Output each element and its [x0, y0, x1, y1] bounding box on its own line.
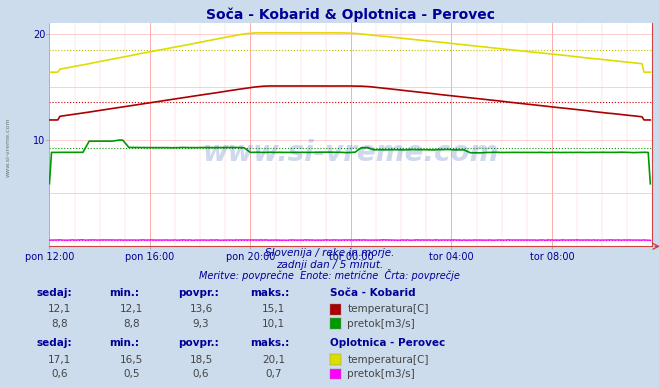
Text: min.:: min.:	[109, 288, 139, 298]
Text: sedaj:: sedaj:	[36, 338, 72, 348]
Text: 10,1: 10,1	[262, 319, 285, 329]
Text: www.si-vreme.com: www.si-vreme.com	[5, 118, 11, 177]
Text: 20,1: 20,1	[262, 355, 285, 365]
Text: 13,6: 13,6	[189, 304, 213, 314]
Text: maks.:: maks.:	[250, 338, 290, 348]
Text: 9,3: 9,3	[192, 319, 210, 329]
Text: min.:: min.:	[109, 338, 139, 348]
Text: povpr.:: povpr.:	[178, 288, 219, 298]
Text: 12,1: 12,1	[120, 304, 144, 314]
Text: zadnji dan / 5 minut.: zadnji dan / 5 minut.	[276, 260, 383, 270]
Text: 17,1: 17,1	[47, 355, 71, 365]
Text: 0,6: 0,6	[192, 369, 210, 379]
Text: 8,8: 8,8	[51, 319, 68, 329]
Text: temperatura[C]: temperatura[C]	[347, 355, 429, 365]
Text: pretok[m3/s]: pretok[m3/s]	[347, 319, 415, 329]
Text: 12,1: 12,1	[47, 304, 71, 314]
Title: Soča - Kobarid & Oplotnica - Perovec: Soča - Kobarid & Oplotnica - Perovec	[206, 8, 496, 22]
Text: maks.:: maks.:	[250, 288, 290, 298]
Text: pretok[m3/s]: pretok[m3/s]	[347, 369, 415, 379]
Text: www.si-vreme.com: www.si-vreme.com	[203, 139, 499, 167]
Text: Meritve: povprečne  Enote: metrične  Črta: povprečje: Meritve: povprečne Enote: metrične Črta:…	[199, 269, 460, 281]
Text: povpr.:: povpr.:	[178, 338, 219, 348]
Text: 0,5: 0,5	[123, 369, 140, 379]
Text: 18,5: 18,5	[189, 355, 213, 365]
Text: 16,5: 16,5	[120, 355, 144, 365]
Text: 0,6: 0,6	[51, 369, 68, 379]
Text: 15,1: 15,1	[262, 304, 285, 314]
Text: sedaj:: sedaj:	[36, 288, 72, 298]
Text: 0,7: 0,7	[265, 369, 282, 379]
Text: Slovenija / reke in morje.: Slovenija / reke in morje.	[265, 248, 394, 258]
Text: temperatura[C]: temperatura[C]	[347, 304, 429, 314]
Text: 8,8: 8,8	[123, 319, 140, 329]
Text: Oplotnica - Perovec: Oplotnica - Perovec	[330, 338, 445, 348]
Text: Soča - Kobarid: Soča - Kobarid	[330, 288, 415, 298]
